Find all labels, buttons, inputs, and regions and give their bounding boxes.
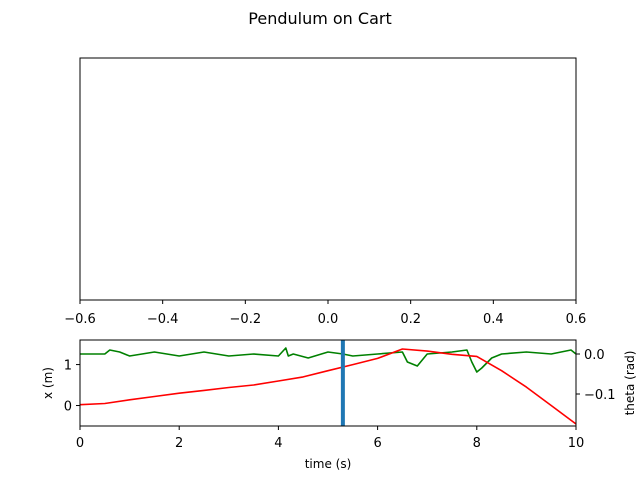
timeseries-axes-background [80,340,576,426]
animation-x-tick-label: 0.2 [400,312,421,327]
animation-x-tick-label: −0.4 [147,312,179,327]
animation-x-tick-label: −0.2 [230,312,262,327]
x-axis-label: time (s) [305,457,352,471]
x-y-ticks: 01 [64,359,80,415]
x-y-tick-label: 1 [64,359,72,374]
animation-x-tick-label: 0.6 [566,312,587,327]
time-x-tick-label: 2 [175,436,183,451]
figure-title: Pendulum on Cart [248,9,391,28]
x-series-line [80,348,576,425]
theta-y-tick-label: 0.0 [584,348,605,363]
time-x-tick-label: 10 [568,436,585,451]
time-x-tick-label: 6 [373,436,381,451]
theta-y-ticks: 0.0 −0.1 [576,348,616,403]
timeseries-plot-area [80,340,576,426]
theta-y-tick-label: −0.1 [584,388,616,403]
time-x-tick-label: 8 [473,436,481,451]
left-y-axis-label: x (m) [41,367,55,399]
animation-axes: −0.6 −0.4 −0.2 0.0 0.2 0.4 0.6 [64,57,586,327]
animation-x-ticks: −0.6 −0.4 −0.2 0.0 0.2 0.4 0.6 [64,300,586,327]
animation-x-tick-label: 0.0 [318,312,339,327]
animation-x-tick-label: −0.6 [64,312,96,327]
time-x-tick-label: 4 [274,436,282,451]
time-x-ticks: 0 2 4 6 8 10 [76,426,584,451]
timeseries-axes: 0 2 4 6 8 10 01 0.0−0.1 time (s) x (m) theta … [41,339,637,471]
x-y-tick-label: 0 [64,400,72,415]
timeseries-axes-frame [79,339,577,427]
right-y-axis-label: theta (rad) [623,351,637,416]
animation-x-tick-label: 0.4 [483,312,504,327]
animation-axes-frame [79,57,577,301]
time-x-tick-label: 0 [76,436,84,451]
